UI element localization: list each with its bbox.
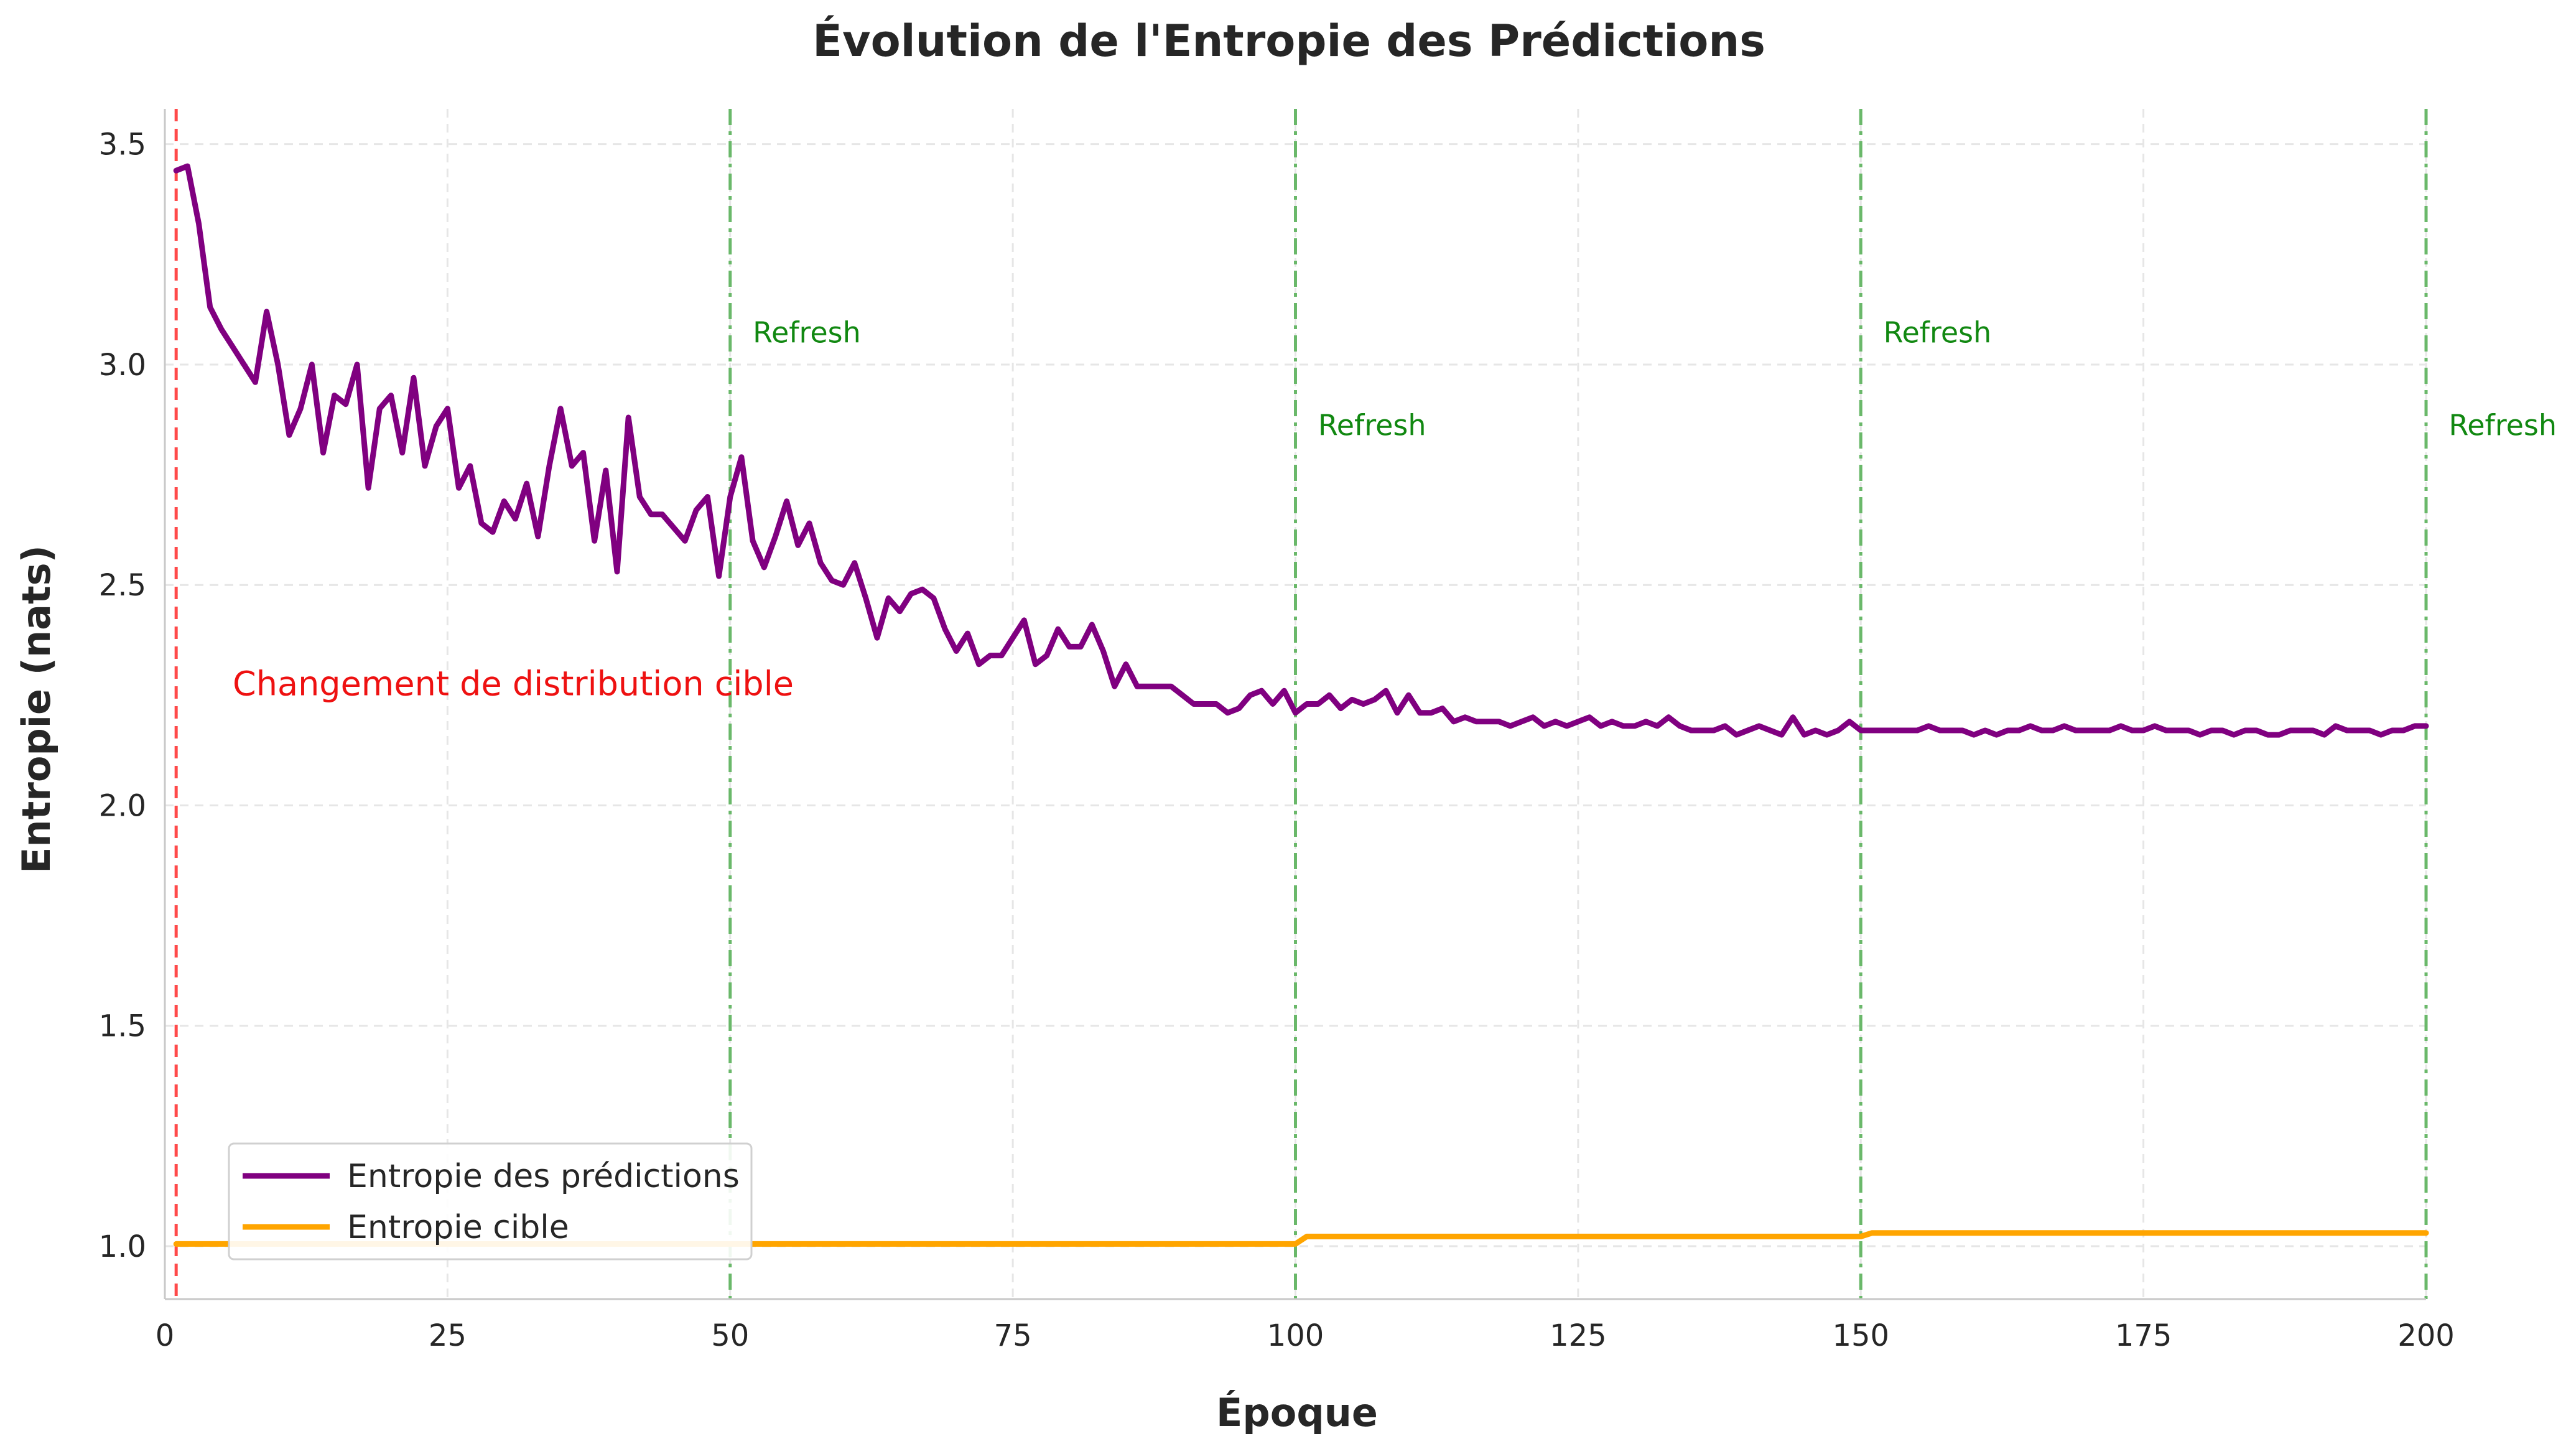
series [173, 163, 2429, 1247]
legend-box [228, 1142, 753, 1261]
y-tick-label: 1.0 [99, 1229, 146, 1264]
legend: Entropie des prédictions Entropie cible [228, 1142, 753, 1261]
refresh-annotation: Refresh [2448, 408, 2557, 442]
refresh-annotation: Refresh [753, 316, 861, 350]
y-tick-label: 3.5 [99, 128, 146, 162]
y-tick-label: 2.0 [99, 788, 146, 823]
y-tick-label: 2.5 [99, 568, 146, 603]
chart-title: Évolution de l'Entropie des Prédictions [812, 16, 1765, 67]
distribution-change-annotation: Changement de distribution cible [233, 664, 794, 703]
x-tick-label: 0 [156, 1318, 175, 1353]
reference-lines [174, 109, 2428, 1299]
y-tick-label: 3.0 [99, 348, 146, 383]
x-tick-label: 125 [1550, 1318, 1607, 1353]
legend-label: Entropie cible [347, 1209, 569, 1246]
y-axis-label: Entropie (nats) [14, 545, 59, 874]
y-tick-label: 1.5 [99, 1009, 146, 1044]
x-tick-label: 25 [429, 1318, 467, 1353]
x-tick-label: 75 [994, 1318, 1032, 1353]
x-tick-label: 200 [2397, 1318, 2455, 1353]
x-tick-label: 150 [1832, 1318, 1889, 1353]
axes: 0 25 50 75 100 125 150 175 200 1.0 1.5 2.0 2.5 3.0 3.5 [99, 109, 2455, 1353]
refresh-annotation: Refresh [1318, 408, 1426, 442]
x-tick-label: 100 [1267, 1318, 1324, 1353]
refresh-annotation: Refresh [1884, 316, 1992, 350]
annotations: Changement de distribution cible Refresh R… [233, 316, 2557, 704]
x-tick-label: 175 [2115, 1318, 2172, 1353]
series-line-0 [173, 163, 2429, 738]
legend-label: Entropie des prédictions [347, 1158, 740, 1195]
series-line-1 [173, 1230, 2429, 1247]
x-tick-label: 50 [711, 1318, 749, 1353]
x-axis-label: Époque [1216, 1390, 1378, 1435]
